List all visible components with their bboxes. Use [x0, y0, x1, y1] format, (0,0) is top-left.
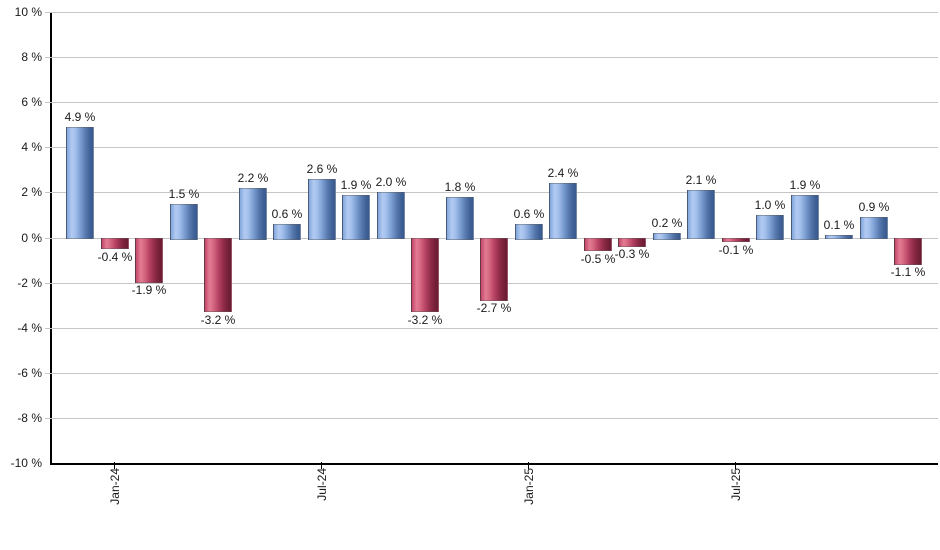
bar-negative [480, 238, 508, 301]
bar-value-label: -1.9 % [131, 283, 167, 297]
bar-value-label: 4.9 % [64, 110, 96, 124]
bar-value-label: 2.4 % [547, 166, 579, 180]
bar-value-label: -3.2 % [200, 313, 236, 327]
gridline [45, 57, 938, 58]
y-axis-label: 8 % [21, 50, 42, 64]
bar-value-label: 0.6 % [271, 207, 303, 221]
bar-positive [377, 192, 405, 239]
x-axis-label: Jan-25 [522, 468, 536, 505]
x-axis-tick [735, 462, 736, 469]
bar-value-label: -3.2 % [407, 313, 443, 327]
bar-positive [515, 224, 543, 240]
bar-value-label: -1.1 % [890, 265, 926, 279]
y-axis-label: -2 % [17, 276, 42, 290]
x-axis-label: Jul-25 [729, 468, 743, 501]
bar-value-label: 1.9 % [789, 178, 821, 192]
bar-positive [791, 195, 819, 240]
bar-value-label: 1.0 % [754, 198, 786, 212]
y-axis-label: 2 % [21, 185, 42, 199]
bar-positive [687, 190, 715, 239]
x-axis-tick [321, 462, 322, 469]
gridline [45, 192, 938, 193]
bar-value-label: 0.1 % [823, 218, 855, 232]
bar-positive [308, 179, 336, 240]
gridline [45, 373, 938, 374]
bar-positive [446, 197, 474, 240]
bar-negative [204, 238, 232, 312]
y-axis-label: -8 % [17, 411, 42, 425]
bar-value-label: 0.6 % [513, 207, 545, 221]
y-axis-label: 4 % [21, 140, 42, 154]
y-axis-label: 0 % [21, 231, 42, 245]
bar-value-label: 2.6 % [306, 162, 338, 176]
bar-positive [653, 233, 681, 240]
gridline [45, 418, 938, 419]
bar-value-label: -0.5 % [580, 252, 616, 266]
bar-negative [101, 238, 129, 249]
bar-positive [860, 217, 888, 239]
gridline [45, 12, 938, 13]
bar-positive [825, 235, 853, 239]
bar-value-label: -0.1 % [718, 243, 754, 257]
x-axis-label: Jul-24 [315, 468, 329, 501]
bar-positive [756, 215, 784, 240]
bar-value-label: 1.9 % [340, 178, 372, 192]
bar-value-label: 0.9 % [858, 200, 890, 214]
bar-value-label: -2.7 % [476, 301, 512, 315]
bar-value-label: 0.2 % [651, 216, 683, 230]
bar-value-label: 2.2 % [237, 171, 269, 185]
y-axis-label: 6 % [21, 95, 42, 109]
bar-positive [549, 183, 577, 239]
gridline [45, 328, 938, 329]
x-axis-tick [528, 462, 529, 469]
bar-value-label: 1.5 % [168, 187, 200, 201]
y-axis-label: -10 % [10, 456, 42, 470]
plot-area: 4.9 % -0.4 % -1.9 % 1.5 % -3.2 % 2.2 % 0.6 % 2.… [45, 12, 938, 505]
bar-positive [66, 127, 94, 239]
bar-value-label: 2.1 % [685, 173, 717, 187]
bar-positive [273, 224, 301, 240]
y-axis-label: -4 % [17, 321, 42, 335]
bar-negative [584, 238, 612, 251]
x-axis-tick [114, 462, 115, 469]
gridline [45, 147, 938, 148]
y-axis-label: -6 % [17, 366, 42, 380]
bar-negative [618, 238, 646, 247]
bar-positive [170, 204, 198, 240]
x-axis-label: Jan-24 [108, 468, 122, 505]
bar-negative [722, 238, 750, 242]
bar-value-label: 1.8 % [444, 180, 476, 194]
bar-negative [135, 238, 163, 283]
y-axis-label: 10 % [14, 5, 42, 19]
bar-value-label: -0.3 % [614, 247, 650, 261]
bar-value-label: 2.0 % [375, 175, 407, 189]
gridline [45, 102, 938, 103]
bar-negative [411, 238, 439, 312]
bar-value-label: -0.4 % [97, 250, 133, 264]
bar-positive [342, 195, 370, 240]
bar-positive [239, 188, 267, 240]
bar-negative [894, 238, 922, 265]
